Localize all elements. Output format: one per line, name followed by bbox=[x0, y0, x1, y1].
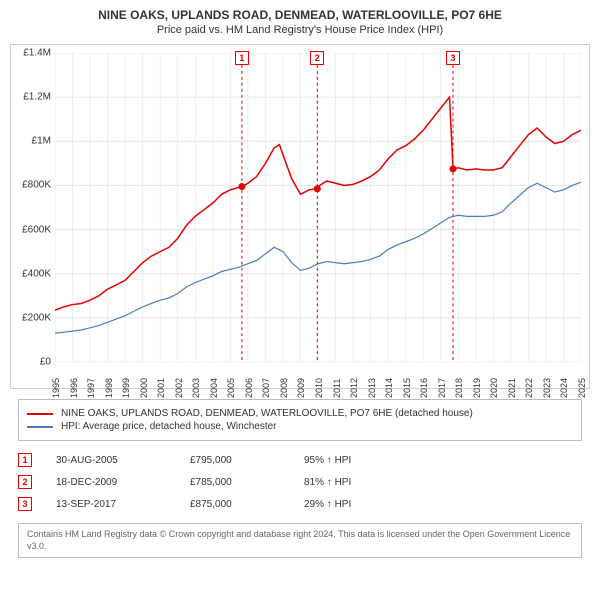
x-tick-label: 2021 bbox=[507, 378, 517, 398]
transaction-price: £785,000 bbox=[190, 477, 280, 488]
x-tick-label: 2000 bbox=[139, 378, 149, 398]
x-tick-label: 2018 bbox=[454, 378, 464, 398]
y-tick-label: £0 bbox=[40, 357, 51, 368]
chart-container: £0£200K£400K£600K£800K£1M£1.2M£1.4M 123 … bbox=[10, 44, 590, 389]
x-tick-label: 1997 bbox=[86, 378, 96, 398]
title-block: NINE OAKS, UPLANDS ROAD, DENMEAD, WATERL… bbox=[0, 0, 600, 40]
y-tick-label: £1.2M bbox=[23, 92, 51, 103]
transaction-marker-box: 1 bbox=[235, 51, 249, 65]
transaction-index-box: 2 bbox=[18, 475, 32, 489]
transaction-date: 18-DEC-2009 bbox=[56, 477, 166, 488]
y-tick-label: £400K bbox=[22, 268, 51, 279]
x-tick-label: 2022 bbox=[524, 378, 534, 398]
x-tick-label: 2009 bbox=[296, 378, 306, 398]
transaction-row: 3 13-SEP-2017 £875,000 29% ↑ HPI bbox=[18, 493, 582, 515]
x-tick-label: 2015 bbox=[402, 378, 412, 398]
y-tick-label: £600K bbox=[22, 224, 51, 235]
transaction-row: 2 18-DEC-2009 £785,000 81% ↑ HPI bbox=[18, 471, 582, 493]
x-tick-label: 2016 bbox=[419, 378, 429, 398]
x-tick-label: 2007 bbox=[261, 378, 271, 398]
x-tick-label: 2002 bbox=[174, 378, 184, 398]
x-axis-labels: 1995199619971998199920002001200220032004… bbox=[55, 362, 581, 388]
transactions-table: 1 30-AUG-2005 £795,000 95% ↑ HPI 2 18-DEC-200… bbox=[18, 449, 582, 515]
x-tick-label: 1996 bbox=[69, 378, 79, 398]
x-tick-label: 2019 bbox=[472, 378, 482, 398]
x-tick-label: 1995 bbox=[51, 378, 61, 398]
x-tick-label: 2008 bbox=[279, 378, 289, 398]
transaction-index-box: 1 bbox=[18, 453, 32, 467]
plot-svg bbox=[55, 53, 581, 362]
x-tick-label: 2006 bbox=[244, 378, 254, 398]
x-tick-label: 1998 bbox=[104, 378, 114, 398]
x-tick-label: 2001 bbox=[156, 378, 166, 398]
chart-subtitle: Price paid vs. HM Land Registry's House … bbox=[10, 24, 590, 36]
x-tick-label: 2012 bbox=[349, 378, 359, 398]
legend-swatch bbox=[27, 426, 53, 428]
x-tick-label: 2020 bbox=[489, 378, 499, 398]
x-tick-label: 2024 bbox=[559, 378, 569, 398]
plot-area: 1 2 3 bbox=[55, 53, 581, 362]
legend-row: HPI: Average price, detached house, Winc… bbox=[27, 421, 573, 432]
transaction-delta: 95% ↑ HPI bbox=[304, 455, 394, 466]
transaction-marker-box: 3 bbox=[446, 51, 460, 65]
y-tick-label: £800K bbox=[22, 180, 51, 191]
x-tick-label: 2010 bbox=[314, 378, 324, 398]
transaction-index-box: 3 bbox=[18, 497, 32, 511]
legend-label: HPI: Average price, detached house, Winc… bbox=[61, 421, 277, 432]
transaction-date: 30-AUG-2005 bbox=[56, 455, 166, 466]
x-tick-label: 1999 bbox=[121, 378, 131, 398]
transaction-price: £875,000 bbox=[190, 499, 280, 510]
x-tick-label: 2014 bbox=[384, 378, 394, 398]
legend-swatch bbox=[27, 413, 53, 415]
transaction-row: 1 30-AUG-2005 £795,000 95% ↑ HPI bbox=[18, 449, 582, 471]
x-tick-label: 2017 bbox=[437, 378, 447, 398]
transaction-delta: 81% ↑ HPI bbox=[304, 477, 394, 488]
x-tick-label: 2003 bbox=[191, 378, 201, 398]
y-tick-label: £200K bbox=[22, 312, 51, 323]
transaction-delta: 29% ↑ HPI bbox=[304, 499, 394, 510]
y-tick-label: £1.4M bbox=[23, 48, 51, 59]
footnote: Contains HM Land Registry data © Crown c… bbox=[18, 523, 582, 558]
x-tick-label: 2004 bbox=[209, 378, 219, 398]
chart-title: NINE OAKS, UPLANDS ROAD, DENMEAD, WATERL… bbox=[10, 8, 590, 22]
x-tick-label: 2013 bbox=[367, 378, 377, 398]
x-tick-label: 2011 bbox=[332, 379, 342, 398]
y-axis-labels: £0£200K£400K£600K£800K£1M£1.2M£1.4M bbox=[11, 53, 55, 362]
legend: NINE OAKS, UPLANDS ROAD, DENMEAD, WATERL… bbox=[18, 399, 582, 441]
x-tick-label: 2005 bbox=[226, 378, 236, 398]
transaction-date: 13-SEP-2017 bbox=[56, 499, 166, 510]
transaction-price: £795,000 bbox=[190, 455, 280, 466]
y-tick-label: £1M bbox=[32, 136, 51, 147]
transaction-marker-box: 2 bbox=[310, 51, 324, 65]
x-tick-label: 2023 bbox=[542, 378, 552, 398]
legend-row: NINE OAKS, UPLANDS ROAD, DENMEAD, WATERL… bbox=[27, 408, 573, 419]
x-tick-label: 2025 bbox=[577, 378, 587, 398]
legend-label: NINE OAKS, UPLANDS ROAD, DENMEAD, WATERL… bbox=[61, 408, 473, 419]
